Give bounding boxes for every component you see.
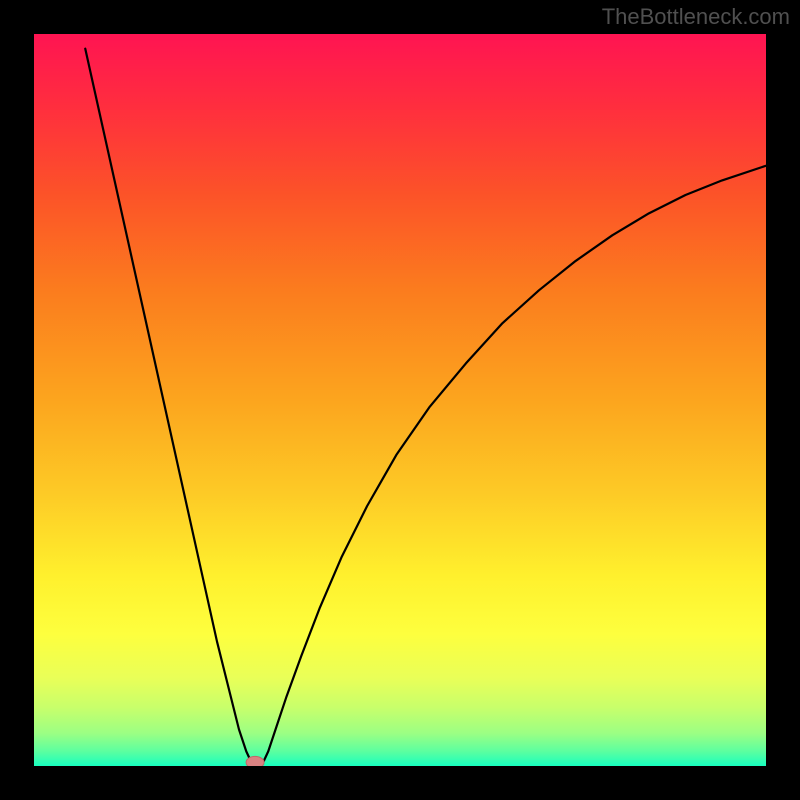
chart-stage: TheBottleneck.com: [0, 0, 800, 800]
watermark-text: TheBottleneck.com: [602, 4, 790, 30]
bottleneck-chart: [0, 0, 800, 800]
plot-background: [34, 34, 766, 766]
